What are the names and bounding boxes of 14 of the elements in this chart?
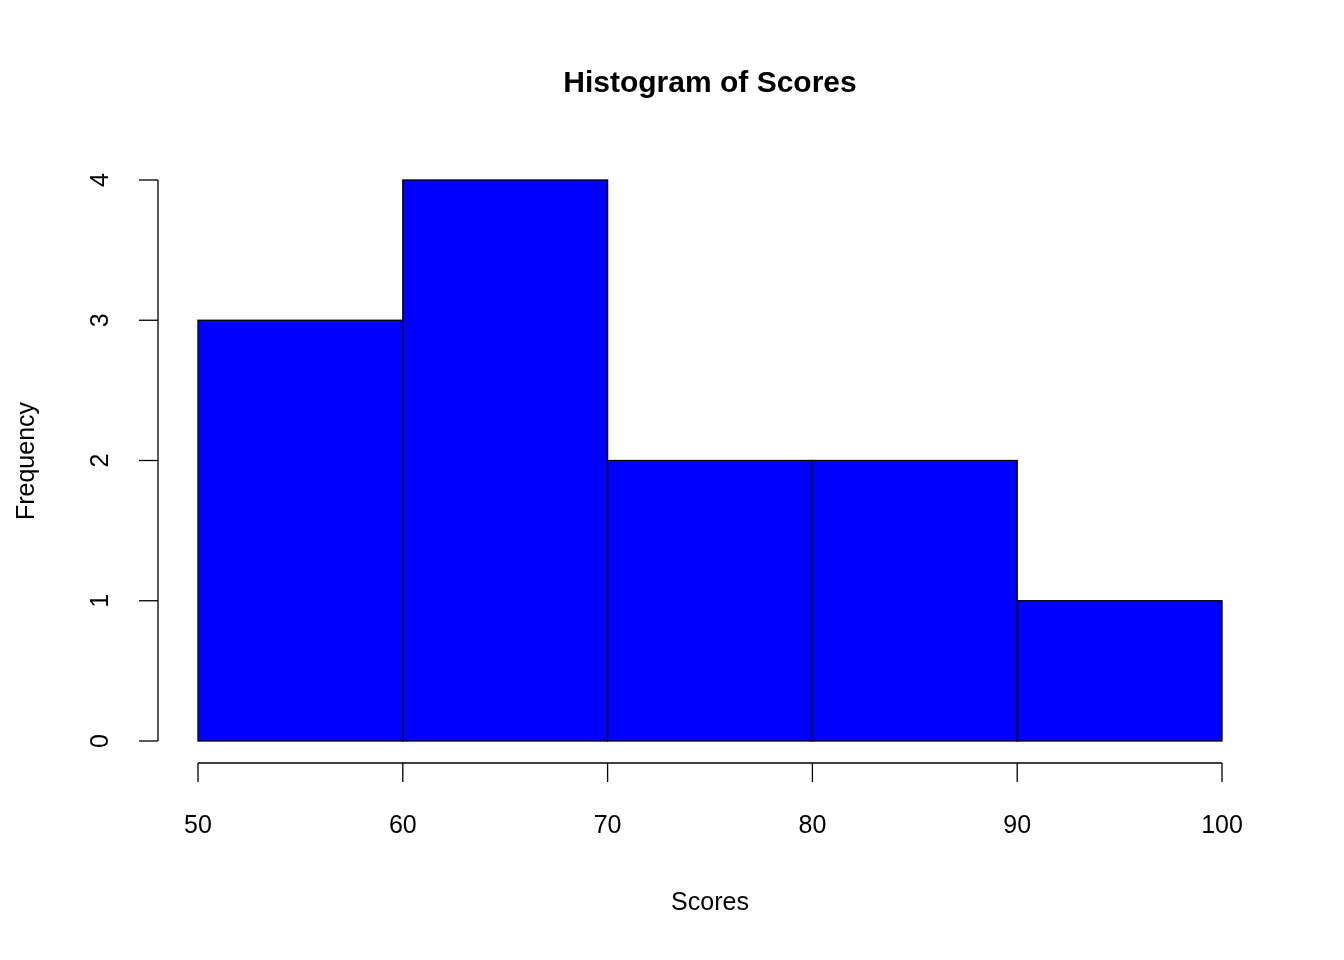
y-axis-title: Frequency <box>11 401 39 521</box>
x-axis-title: Scores <box>671 887 749 915</box>
y-tick-label: 2 <box>85 453 113 468</box>
x-tick-label: 90 <box>1003 810 1032 838</box>
y-tick-label: 4 <box>85 172 113 187</box>
x-tick-label: 100 <box>1201 810 1243 838</box>
chart-title: Histogram of Scores <box>563 65 857 98</box>
y-tick-label: 0 <box>85 734 113 748</box>
y-tick-label: 1 <box>85 593 113 608</box>
x-tick-label: 60 <box>388 810 417 838</box>
x-tick-label: 50 <box>184 810 212 838</box>
y-tick-label: 3 <box>85 313 113 328</box>
x-tick-label: 80 <box>798 810 827 838</box>
x-tick-label: 70 <box>593 810 622 838</box>
